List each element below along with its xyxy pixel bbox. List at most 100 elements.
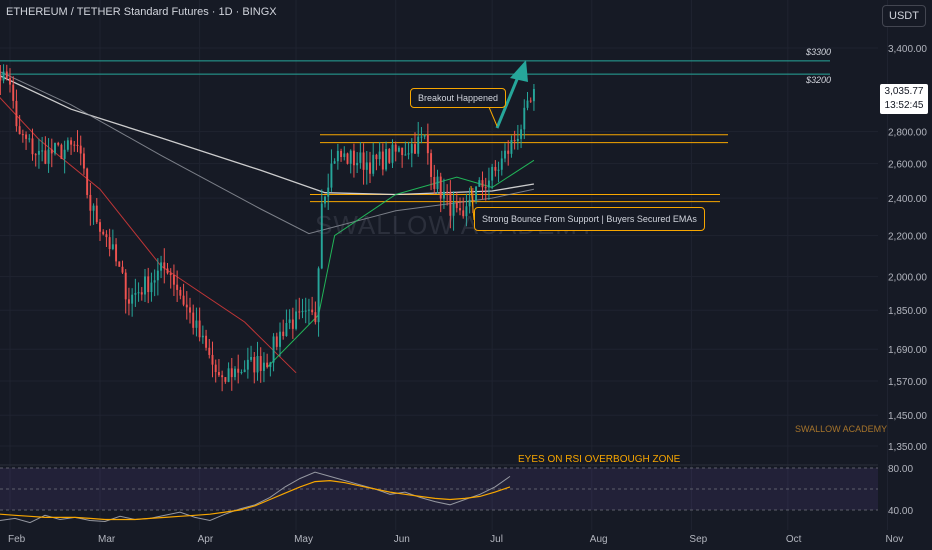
candle-body — [124, 272, 127, 300]
candle-body — [25, 134, 28, 139]
candle-body — [9, 77, 11, 85]
candle-body — [497, 169, 500, 171]
candle-body — [532, 88, 535, 102]
candle-body — [285, 322, 288, 337]
candle-body — [439, 176, 442, 199]
currency-button[interactable]: USDT — [882, 5, 926, 27]
candle-body — [523, 107, 526, 130]
candle-body — [250, 356, 253, 360]
candle-body — [462, 210, 465, 217]
candle-body — [115, 244, 118, 262]
time-tick-label: May — [294, 534, 313, 545]
time-tick-label: Jul — [490, 534, 503, 545]
rsi-tick-label: 80.00 — [888, 464, 913, 475]
candle-body — [137, 292, 140, 294]
candle-body — [304, 310, 307, 312]
candle-body — [134, 293, 137, 295]
candle-body — [301, 311, 304, 313]
candle-body — [491, 166, 494, 181]
candle-body — [420, 136, 423, 138]
candle-body — [327, 187, 330, 197]
candle-body — [516, 138, 519, 142]
candle-body — [478, 180, 481, 187]
candle-body — [66, 140, 69, 150]
rsi-line — [0, 471, 511, 524]
target-arrow — [470, 60, 528, 221]
candle-body — [510, 140, 513, 154]
candle-body — [205, 335, 208, 348]
time-tick-label: Feb — [8, 534, 26, 545]
candle-body — [407, 153, 410, 155]
candle-body — [484, 187, 487, 189]
candle-body — [471, 199, 474, 201]
candle-body — [504, 150, 506, 159]
candle-body — [417, 136, 420, 154]
candle-body — [314, 312, 317, 323]
candle-body — [82, 153, 85, 169]
candle-body — [214, 364, 217, 373]
candle-body — [105, 234, 108, 238]
candle-body — [500, 158, 503, 170]
candle-body — [442, 191, 445, 199]
rsi-ma-line — [0, 479, 511, 521]
candle-body — [452, 202, 455, 216]
candle-body — [60, 144, 63, 159]
candle-body — [375, 154, 378, 160]
level-label-3300: $3300 — [806, 47, 832, 57]
candle-body — [111, 244, 114, 250]
candle-body — [54, 143, 56, 154]
last-price-value: 3,035.77 — [884, 86, 924, 97]
ema-line-green — [266, 159, 535, 368]
target-arrow-head — [510, 60, 528, 82]
candle-body — [44, 150, 47, 164]
candle-body — [221, 375, 224, 378]
breakout-annotation[interactable]: Breakout Happened — [410, 88, 507, 108]
candle-body — [246, 359, 249, 370]
candle-body — [208, 347, 211, 355]
candle-body — [317, 268, 320, 323]
candle-body — [70, 140, 73, 145]
candle-body — [372, 154, 375, 174]
price-tick-label: 1,350.00 — [888, 442, 927, 453]
candle-body — [269, 362, 272, 368]
candle-body — [446, 191, 449, 193]
candle-body — [369, 162, 371, 174]
candle-body — [92, 205, 95, 211]
candle-body — [86, 168, 89, 195]
price-tick-label: 2,800.00 — [888, 128, 927, 139]
candle-body — [320, 203, 323, 269]
candle-body — [192, 312, 195, 328]
candle-body — [176, 284, 179, 290]
bar-countdown: 13:52:45 — [884, 100, 924, 111]
candle-body — [5, 71, 8, 78]
level-label-3200: $3200 — [806, 75, 832, 85]
candle-body — [31, 138, 34, 155]
candle-body — [201, 335, 204, 338]
candle-body — [275, 336, 278, 347]
candle-body — [410, 144, 413, 154]
time-tick-label: Jun — [394, 534, 410, 545]
candle-body — [288, 319, 291, 323]
candle-body — [2, 71, 5, 81]
candle-body — [12, 84, 15, 101]
candle-body — [298, 311, 301, 313]
price-tick-label: 1,570.00 — [888, 377, 927, 388]
candle-body — [57, 143, 60, 145]
candle-body — [311, 309, 314, 313]
candle-body — [76, 144, 79, 146]
candle-body — [79, 145, 82, 154]
candle-body — [449, 192, 452, 216]
target-arrow-shaft — [495, 71, 522, 129]
bounce-connector — [470, 185, 475, 221]
candle-body — [494, 166, 497, 171]
candle-body — [118, 261, 121, 267]
candle-body — [404, 154, 407, 156]
candle-body — [529, 100, 532, 102]
candle-body — [211, 354, 214, 365]
bounce-annotation[interactable]: Strong Bounce From Support | Buyers Secu… — [474, 207, 705, 231]
candle-body — [259, 356, 262, 371]
candle-body — [156, 270, 159, 281]
candle-body — [381, 151, 384, 170]
candle-body — [487, 180, 490, 188]
